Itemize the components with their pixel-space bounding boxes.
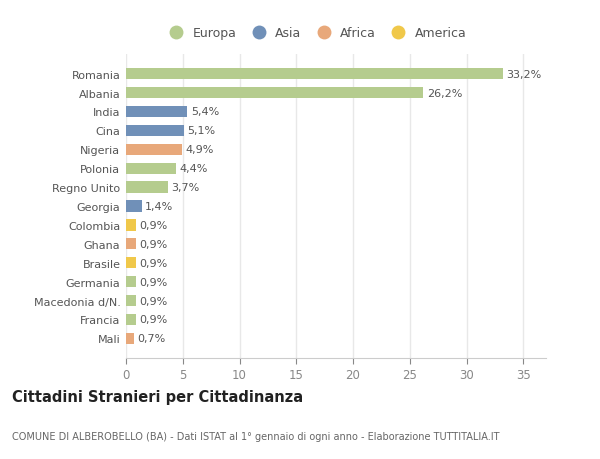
Text: 0,9%: 0,9% [140, 239, 168, 249]
Bar [126, 125, 184, 137]
Text: 0,9%: 0,9% [140, 315, 168, 325]
Bar [126, 144, 182, 156]
Bar [126, 314, 136, 325]
Text: COMUNE DI ALBEROBELLO (BA) - Dati ISTAT al 1° gennaio di ogni anno - Elaborazion: COMUNE DI ALBEROBELLO (BA) - Dati ISTAT … [12, 431, 499, 441]
Text: 3,7%: 3,7% [172, 183, 200, 193]
Legend: Europa, Asia, Africa, America: Europa, Asia, Africa, America [158, 22, 472, 45]
Bar [126, 182, 168, 193]
Text: 0,9%: 0,9% [140, 258, 168, 268]
Bar [126, 333, 134, 344]
Text: 0,9%: 0,9% [140, 296, 168, 306]
Text: 5,1%: 5,1% [187, 126, 215, 136]
Bar [126, 276, 136, 288]
Text: 4,4%: 4,4% [179, 164, 208, 174]
Text: 0,9%: 0,9% [140, 220, 168, 230]
Text: 0,9%: 0,9% [140, 277, 168, 287]
Text: 5,4%: 5,4% [191, 107, 219, 117]
Bar [126, 239, 136, 250]
Bar [126, 163, 176, 174]
Bar [126, 69, 503, 80]
Bar [126, 295, 136, 307]
Bar [126, 257, 136, 269]
Text: Cittadini Stranieri per Cittadinanza: Cittadini Stranieri per Cittadinanza [12, 389, 303, 404]
Bar [126, 201, 142, 212]
Bar [126, 106, 187, 118]
Bar [126, 220, 136, 231]
Text: 0,7%: 0,7% [137, 334, 166, 344]
Text: 26,2%: 26,2% [427, 89, 462, 98]
Text: 4,9%: 4,9% [185, 145, 214, 155]
Text: 1,4%: 1,4% [145, 202, 173, 212]
Bar [126, 88, 424, 99]
Text: 33,2%: 33,2% [506, 69, 542, 79]
